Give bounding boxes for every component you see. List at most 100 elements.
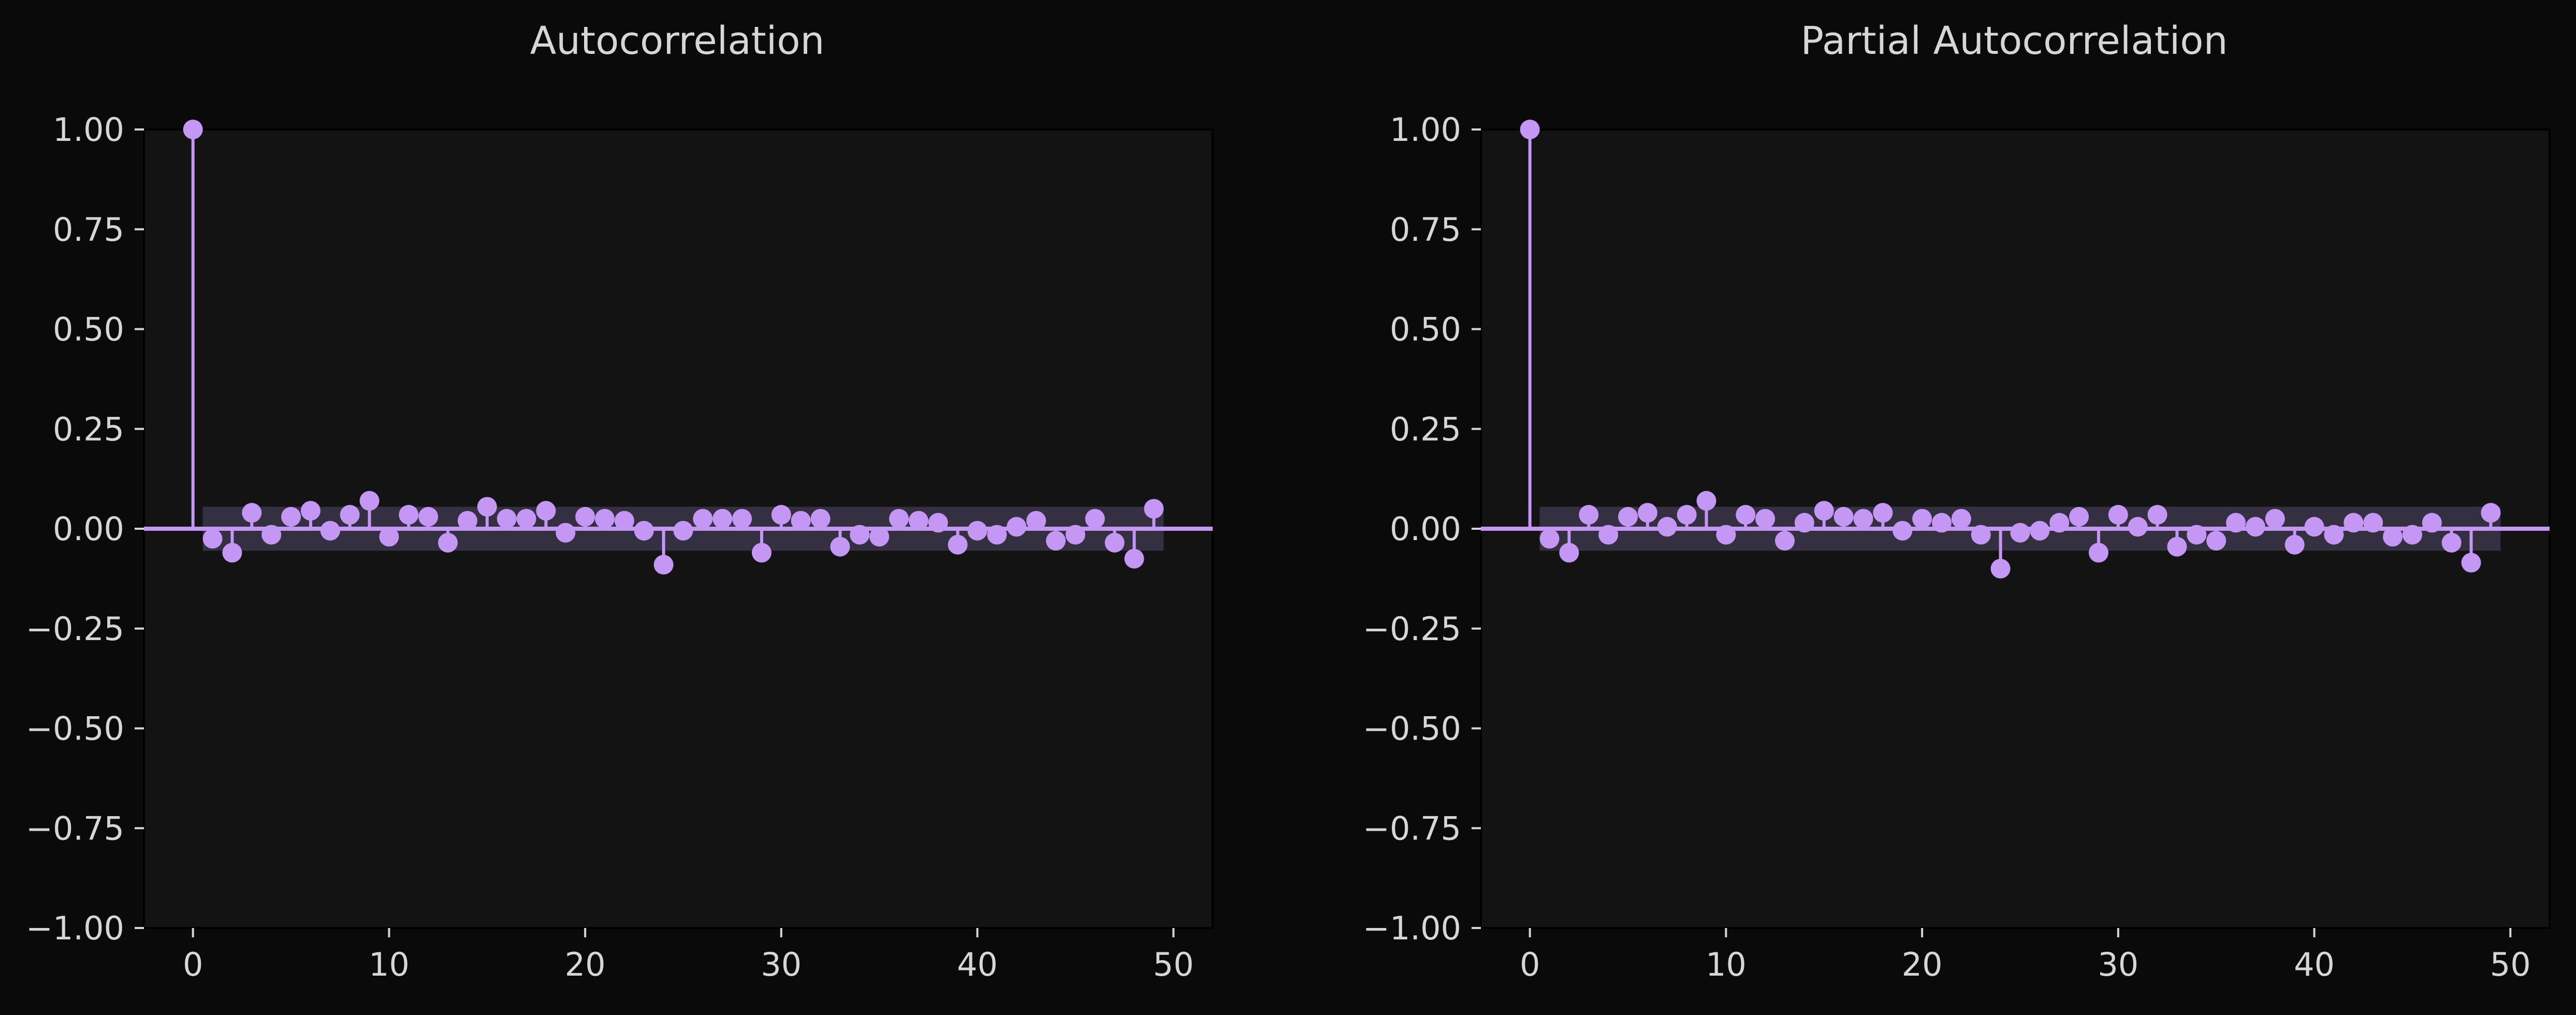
partial-autocorrelation-marker-lag-30 — [2108, 505, 2128, 525]
autocorrelation-marker-lag-29 — [751, 543, 772, 563]
autocorrelation-y-tick-label: 0.00 — [53, 510, 124, 548]
partial-autocorrelation-x-tick-label: 20 — [1902, 946, 1943, 983]
autocorrelation-marker-lag-32 — [810, 509, 831, 529]
autocorrelation-marker-lag-39 — [948, 534, 968, 555]
partial-autocorrelation-marker-lag-15 — [1814, 501, 1834, 521]
partial-autocorrelation-marker-lag-2 — [1559, 543, 1579, 563]
autocorrelation-marker-lag-3 — [242, 503, 262, 523]
autocorrelation-marker-lag-38 — [928, 513, 948, 533]
partial-autocorrelation-marker-lag-18 — [1873, 503, 1893, 523]
partial-autocorrelation-marker-lag-27 — [2049, 513, 2070, 533]
autocorrelation-marker-lag-18 — [536, 501, 556, 521]
partial-autocorrelation-marker-lag-38 — [2265, 509, 2285, 529]
autocorrelation-x-tick-label: 20 — [565, 946, 606, 983]
autocorrelation-marker-lag-5 — [281, 506, 301, 527]
autocorrelation-y-tick-label: 0.25 — [53, 410, 124, 448]
partial-autocorrelation-marker-lag-43 — [2363, 513, 2383, 533]
partial-autocorrelation-x-tick-label: 30 — [2098, 946, 2138, 983]
partial-autocorrelation-y-tick-label: 0.50 — [1390, 311, 1461, 349]
autocorrelation-marker-lag-12 — [418, 506, 439, 527]
partial-autocorrelation-y-tick-label: −0.25 — [1363, 610, 1461, 648]
partial-autocorrelation-marker-lag-11 — [1736, 505, 1756, 525]
autocorrelation-marker-lag-41 — [987, 525, 1007, 545]
partial-autocorrelation-marker-lag-20 — [1912, 509, 1932, 529]
partial-autocorrelation-marker-lag-41 — [2324, 525, 2344, 545]
autocorrelation-marker-lag-37 — [908, 511, 928, 531]
autocorrelation-marker-lag-6 — [300, 501, 321, 521]
autocorrelation-y-tick-label: −1.00 — [26, 909, 124, 947]
autocorrelation-marker-lag-25 — [673, 520, 693, 541]
autocorrelation-panel: Autocorrelation −1.00 −0.75 −0.50 −0.25 0.00… — [26, 19, 1214, 983]
autocorrelation-marker-lag-1 — [202, 529, 223, 549]
autocorrelation-marker-lag-17 — [516, 509, 536, 529]
autocorrelation-marker-lag-48 — [1124, 548, 1144, 569]
partial-autocorrelation-marker-lag-9 — [1696, 491, 1716, 511]
autocorrelation-marker-lag-15 — [477, 497, 497, 517]
autocorrelation-marker-lag-2 — [222, 543, 242, 563]
partial-autocorrelation-marker-lag-7 — [1657, 517, 1677, 537]
autocorrelation-markers — [183, 120, 1164, 575]
autocorrelation-marker-lag-30 — [771, 505, 791, 525]
autocorrelation-marker-lag-47 — [1104, 532, 1125, 553]
partial-autocorrelation-y-axis: −1.00 −0.75 −0.50 −0.25 0.00 0.25 0.50 0.75 1.00 — [1363, 111, 1481, 947]
autocorrelation-marker-lag-0 — [183, 120, 203, 139]
partial-autocorrelation-x-tick-label: 50 — [2490, 946, 2531, 983]
autocorrelation-marker-lag-21 — [594, 509, 615, 529]
autocorrelation-y-tick-label: 0.50 — [53, 311, 124, 349]
partial-autocorrelation-marker-lag-10 — [1716, 525, 1736, 545]
partial-autocorrelation-marker-lag-6 — [1637, 503, 1657, 523]
autocorrelation-title: Autocorrelation — [530, 19, 825, 63]
autocorrelation-marker-lag-16 — [497, 509, 517, 529]
partial-autocorrelation-marker-lag-47 — [2441, 532, 2462, 553]
autocorrelation-x-axis: 0 10 20 30 40 50 — [183, 928, 1194, 983]
partial-autocorrelation-marker-lag-13 — [1775, 531, 1795, 551]
partial-autocorrelation-marker-lag-34 — [2187, 525, 2207, 545]
autocorrelation-marker-lag-33 — [830, 536, 850, 557]
partial-autocorrelation-marker-lag-25 — [2010, 523, 2030, 543]
autocorrelation-marker-lag-9 — [359, 491, 380, 511]
autocorrelation-marker-lag-49 — [1144, 499, 1164, 519]
partial-autocorrelation-marker-lag-8 — [1677, 505, 1697, 525]
autocorrelation-marker-lag-10 — [379, 527, 399, 547]
partial-autocorrelation-marker-lag-26 — [2030, 520, 2050, 541]
partial-autocorrelation-marker-lag-14 — [1794, 513, 1814, 533]
partial-autocorrelation-marker-lag-42 — [2344, 513, 2364, 533]
autocorrelation-marker-lag-13 — [438, 532, 458, 553]
autocorrelation-y-tick-label: 1.00 — [53, 111, 124, 149]
partial-autocorrelation-marker-lag-32 — [2147, 505, 2167, 525]
partial-autocorrelation-marker-lag-21 — [1931, 513, 1952, 533]
autocorrelation-marker-lag-46 — [1085, 509, 1105, 529]
autocorrelation-marker-lag-8 — [340, 505, 360, 525]
partial-autocorrelation-x-tick-label: 10 — [1706, 946, 1747, 983]
partial-autocorrelation-marker-lag-31 — [2128, 517, 2148, 537]
partial-autocorrelation-title: Partial Autocorrelation — [1801, 19, 2228, 63]
autocorrelation-marker-lag-22 — [614, 511, 634, 531]
autocorrelation-marker-lag-31 — [791, 511, 811, 531]
partial-autocorrelation-marker-lag-46 — [2422, 513, 2442, 533]
autocorrelation-marker-lag-40 — [967, 520, 987, 541]
partial-autocorrelation-marker-lag-4 — [1598, 525, 1619, 545]
partial-autocorrelation-marker-lag-1 — [1539, 529, 1560, 549]
autocorrelation-x-tick-label: 30 — [761, 946, 802, 983]
autocorrelation-marker-lag-35 — [869, 527, 890, 547]
partial-autocorrelation-marker-lag-0 — [1520, 120, 1540, 139]
partial-autocorrelation-y-tick-label: 0.00 — [1390, 510, 1461, 548]
partial-autocorrelation-marker-lag-37 — [2245, 517, 2265, 537]
autocorrelation-marker-lag-7 — [320, 520, 340, 541]
autocorrelation-marker-lag-44 — [1046, 531, 1066, 551]
partial-autocorrelation-marker-lag-40 — [2304, 517, 2324, 537]
partial-autocorrelation-marker-lag-36 — [2226, 513, 2246, 533]
autocorrelation-marker-lag-26 — [693, 509, 713, 529]
partial-autocorrelation-x-axis: 0 10 20 30 40 50 — [1520, 928, 2531, 983]
partial-autocorrelation-x-tick-label: 0 — [1520, 946, 1540, 983]
autocorrelation-marker-lag-11 — [399, 505, 419, 525]
partial-autocorrelation-marker-lag-19 — [1893, 520, 1913, 541]
partial-autocorrelation-marker-lag-12 — [1755, 509, 1775, 529]
autocorrelation-marker-lag-24 — [653, 555, 674, 575]
partial-autocorrelation-marker-lag-45 — [2402, 525, 2422, 545]
autocorrelation-y-axis: −1.00 −0.75 −0.50 −0.25 0.00 0.25 0.50 0.75 1.00 — [26, 111, 144, 947]
autocorrelation-marker-lag-23 — [634, 520, 654, 541]
partial-autocorrelation-marker-lag-3 — [1579, 505, 1599, 525]
partial-autocorrelation-marker-lag-5 — [1618, 506, 1638, 527]
